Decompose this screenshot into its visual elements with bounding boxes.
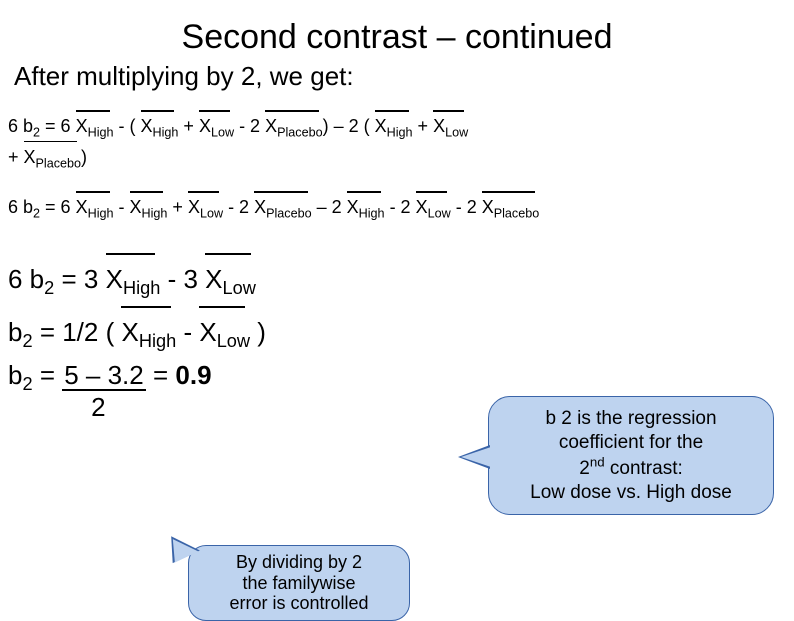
xbar-placebo: XPlacebo <box>482 193 540 224</box>
text: 6 b <box>8 197 33 217</box>
text: = 6 <box>40 197 76 217</box>
callout-regression: b 2 is the regression coefficient for th… <box>488 396 774 515</box>
xbar-low: XLow <box>433 112 468 143</box>
text: ) – 2 ( <box>323 116 375 136</box>
slide-title: Second contrast – continued <box>0 18 794 57</box>
text: - 2 <box>234 116 265 136</box>
text: + <box>167 197 188 217</box>
callout-line: error is controlled <box>229 593 368 613</box>
text: = <box>146 360 176 390</box>
text: b <box>8 360 22 390</box>
text: - 2 <box>385 197 416 217</box>
xbar-low: XLow <box>416 193 451 224</box>
fraction-denominator: 2 <box>91 392 105 422</box>
text: - 2 <box>223 197 254 217</box>
xbar-high: XHigh <box>106 256 161 305</box>
xbar-placebo: XPlacebo <box>254 193 312 224</box>
text: - 2 <box>451 197 482 217</box>
xbar-high: XHigh <box>76 193 114 224</box>
xbar-high: XHigh <box>130 193 168 224</box>
xbar-low: XLow <box>205 256 256 305</box>
xbar-high: XHigh <box>375 112 413 143</box>
xbar-high: XHigh <box>347 193 385 224</box>
xbar-low: XLow <box>199 112 234 143</box>
callout-line: 2nd contrast: <box>579 458 683 479</box>
slide-subtitle: After multiplying by 2, we get: <box>14 61 794 92</box>
text: + <box>178 116 199 136</box>
equation-1: 6 b2 = 6 XHigh - ( XHigh + XLow - 2 XPla… <box>8 112 794 173</box>
result: 0.9 <box>175 360 211 390</box>
equation-3: 6 b2 = 3 XHigh - 3 XLow <box>8 256 794 305</box>
callout-line: By dividing by 2 <box>236 552 362 572</box>
fraction-numerator: 5 – 3.2 <box>62 362 146 391</box>
callout-line: b 2 is the regression <box>545 408 716 429</box>
text: - <box>176 317 199 347</box>
text: = <box>33 360 63 390</box>
text: + <box>8 147 24 167</box>
xbar-high: XHigh <box>76 112 114 143</box>
text: = 6 <box>40 116 76 136</box>
xbar-placebo: XPlacebo <box>24 143 82 174</box>
equation-4: b2 = 1/2 ( XHigh - XLow ) <box>8 309 794 358</box>
xbar-low: XLow <box>188 193 223 224</box>
text: – 2 <box>312 197 347 217</box>
callout-line: Low dose vs. High dose <box>530 482 732 503</box>
xbar-high: XHigh <box>121 309 176 358</box>
text: = 1/2 ( <box>33 317 122 347</box>
callout-familywise: By dividing by 2 the familywise error is… <box>188 545 410 621</box>
text: + <box>413 116 434 136</box>
xbar-high: XHigh <box>141 112 179 143</box>
callout-line: coefficient for the <box>559 432 703 453</box>
text: 6 b <box>8 116 33 136</box>
callout-line: the familywise <box>242 573 355 593</box>
text: - <box>114 197 130 217</box>
sub: 2 <box>22 374 32 394</box>
xbar-placebo: XPlacebo <box>265 112 323 143</box>
text: - 3 <box>160 264 205 294</box>
text: = 3 <box>54 264 105 294</box>
equation-2: 6 b2 = 6 XHigh - XHigh + XLow - 2 XPlace… <box>8 193 794 224</box>
text: - ( <box>114 116 141 136</box>
text: b <box>8 317 22 347</box>
sub: 2 <box>33 126 40 140</box>
text: ) <box>250 317 266 347</box>
sub: 2 <box>44 278 54 298</box>
sub: 2 <box>22 331 32 351</box>
text: 6 b <box>8 264 44 294</box>
text: ) <box>81 147 87 167</box>
sub: 2 <box>33 207 40 221</box>
xbar-low: XLow <box>199 309 250 358</box>
